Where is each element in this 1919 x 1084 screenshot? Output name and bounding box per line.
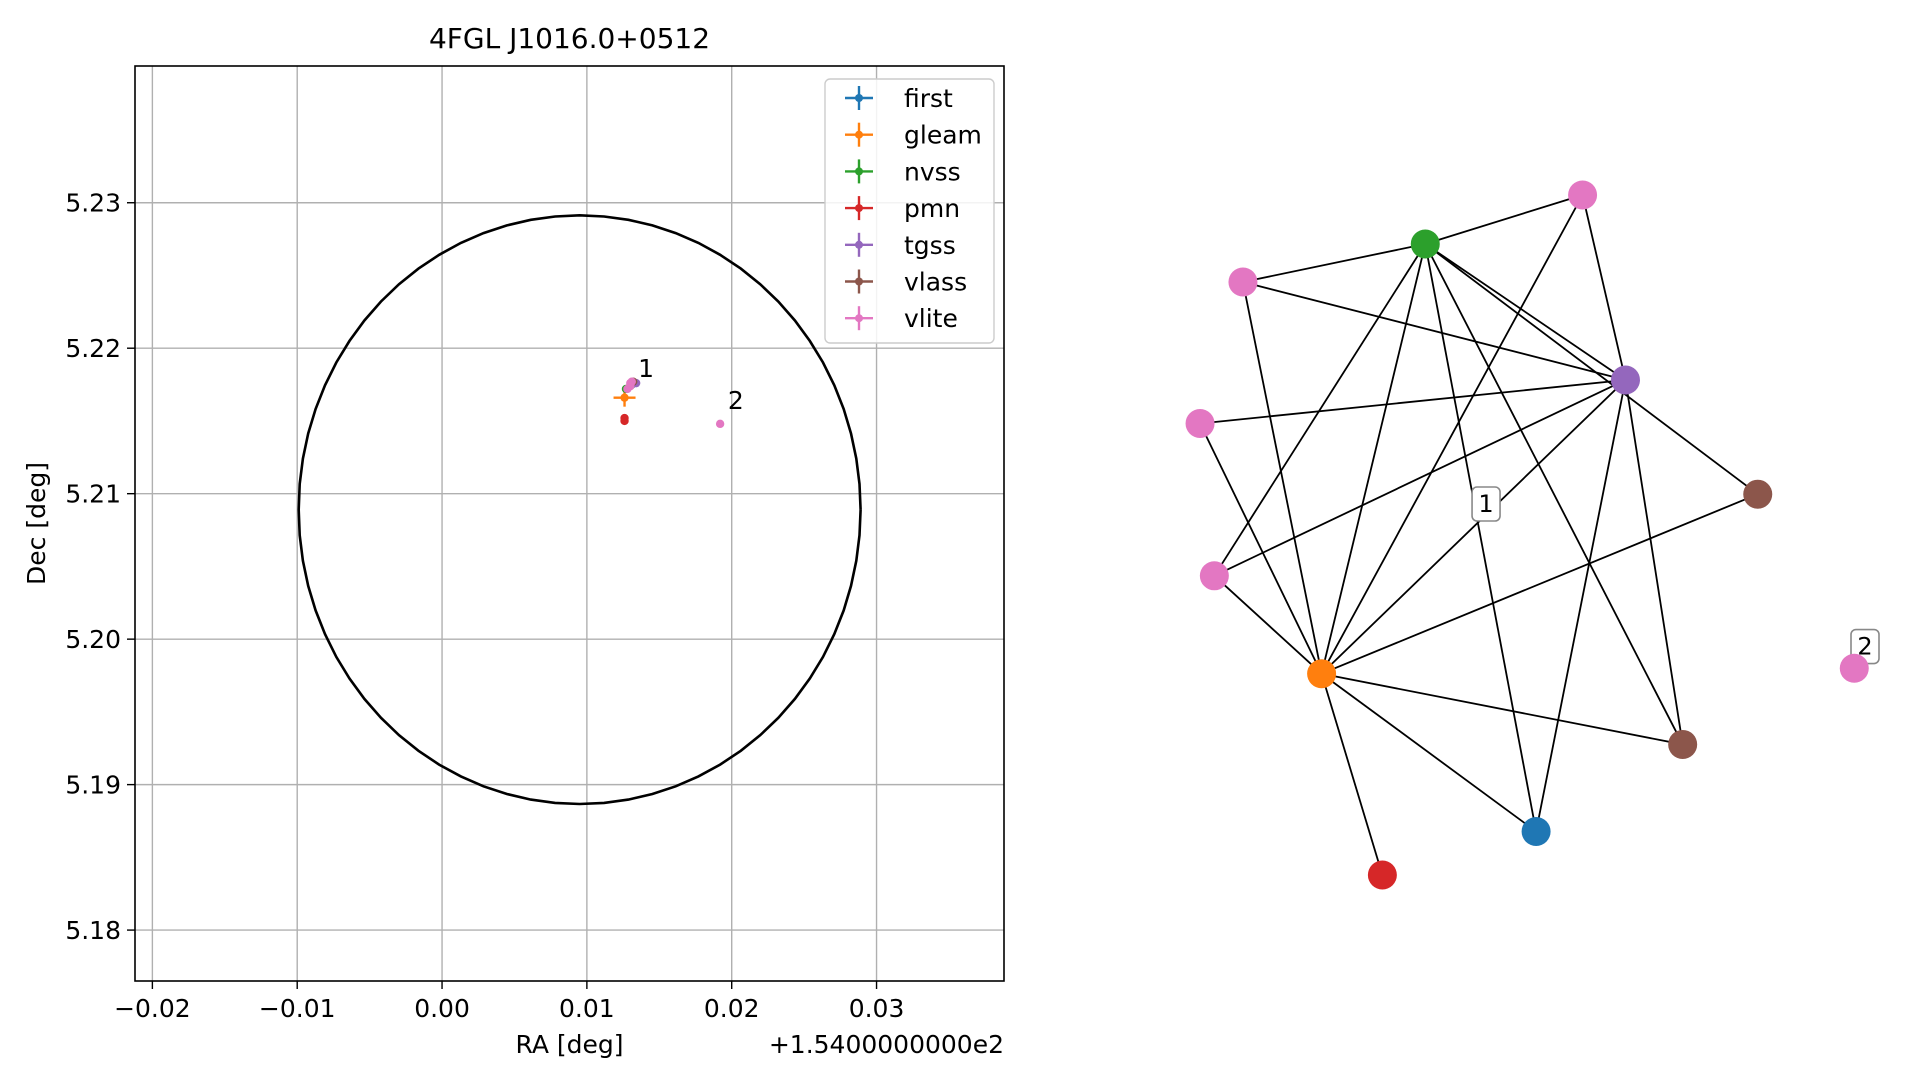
legend-label-gleam: gleam [904,121,982,150]
y-axis-label: Dec [deg] [22,462,51,585]
y-tick-label: 5.19 [65,771,121,800]
legend: first gleam nvss pmn tgss vlass vlite [824,78,995,344]
y-tick-label: 5.22 [65,334,121,363]
legend-label-nvss: nvss [904,157,961,186]
network-edges [1199,194,1759,876]
network-edge [1424,243,1626,381]
x-tick-label: −0.01 [259,994,336,1023]
cluster-label: 2 [1857,633,1872,661]
network-edge [1425,194,1583,245]
network-edge [1213,575,1323,675]
x-tick-label: 0.02 [704,994,760,1023]
x-tick-label: 0.03 [849,994,905,1023]
region-circle-layer [297,213,862,806]
chart-title: 4FGL J1016.0+0512 [429,22,710,55]
network-panel: 12 [1185,180,1880,890]
network-edge [1242,243,1426,283]
network-edge [1320,243,1427,674]
scatter-annotations: 12 [638,354,744,415]
network-node [1199,561,1229,591]
legend-marker-dot-tgss [855,240,863,249]
network-edge [1199,379,1626,425]
network-edge [1320,379,1627,675]
legend-box [824,78,995,344]
region-circle [297,213,862,806]
point-annotation: 1 [638,354,654,383]
axes-frame [134,65,1005,982]
network-node [1228,267,1258,297]
network-node [1521,816,1551,846]
legend-marker-dot-nvss [855,167,863,176]
network-edge [1424,243,1759,495]
network-node [1410,229,1440,259]
network-edge [1213,243,1427,577]
legend-marker-dot-vlite [855,314,863,323]
legend-label-first: first [904,84,953,113]
gleam-point [620,393,629,402]
scatter-panel: 12 −0.02 −0.01 0.00 0.01 0.02 0.03 5.185.195.… [22,22,1005,1059]
x-tick-label: 0.01 [559,994,615,1023]
legend-label-vlass: vlass [904,268,967,297]
network-edge [1242,281,1626,381]
network-node [1307,659,1337,689]
network-node [1185,408,1215,438]
legend-marker-dot-gleam [855,130,863,139]
network-labels: 12 [1471,486,1880,665]
cluster-label-box [1471,486,1501,522]
network-edge [1424,243,1537,832]
network-edge [1424,243,1684,745]
x-ticks: −0.02 −0.01 0.00 0.01 0.02 0.03 [114,981,904,1023]
y-ticks: 5.18 5.19 5.20 5.21 5.22 5.23 [65,189,135,945]
cluster-label: 1 [1478,490,1493,518]
network-node [1568,180,1598,210]
x-axis-offset-label: +1.5400000000e2 [769,1030,1004,1059]
y-tick-label: 5.21 [65,480,121,509]
network-edge [1199,423,1323,675]
legend-label-tgss: tgss [904,231,956,260]
y-tick-label: 5.23 [65,189,121,218]
x-tick-label: −0.02 [114,994,191,1023]
network-edge [1624,379,1684,745]
y-tick-label: 5.18 [65,916,121,945]
network-edge [1213,379,1626,577]
network-nodes [1185,180,1869,890]
network-node [1610,365,1640,395]
x-axis-label: RA [deg] [515,1030,623,1059]
legend-marker-dot-first [855,94,863,102]
network-edge [1321,672,1537,833]
legend-label-pmn: pmn [904,194,960,223]
network-edge [1320,673,1384,876]
x-tick-label: 0.00 [414,994,470,1023]
vlite-point [715,419,725,429]
legend-label-vlite: vlite [904,304,958,333]
vlite-point [626,378,635,388]
network-edge [1320,194,1584,675]
network-edge [1321,672,1683,746]
legend-marker-dot-pmn [855,204,863,213]
network-node [1839,653,1869,683]
network-edge [1242,281,1323,674]
scatter-points [613,377,725,429]
network-edge [1535,379,1627,832]
point-annotation: 2 [728,386,744,415]
network-node [1668,729,1698,759]
network-node [1743,479,1773,509]
network-edge [1581,194,1627,381]
pmn-point [620,413,629,423]
legend-marker-dot-vlass [855,277,863,286]
network-edge [1321,493,1759,675]
network-node [1367,860,1397,890]
y-tick-label: 5.20 [65,625,121,654]
